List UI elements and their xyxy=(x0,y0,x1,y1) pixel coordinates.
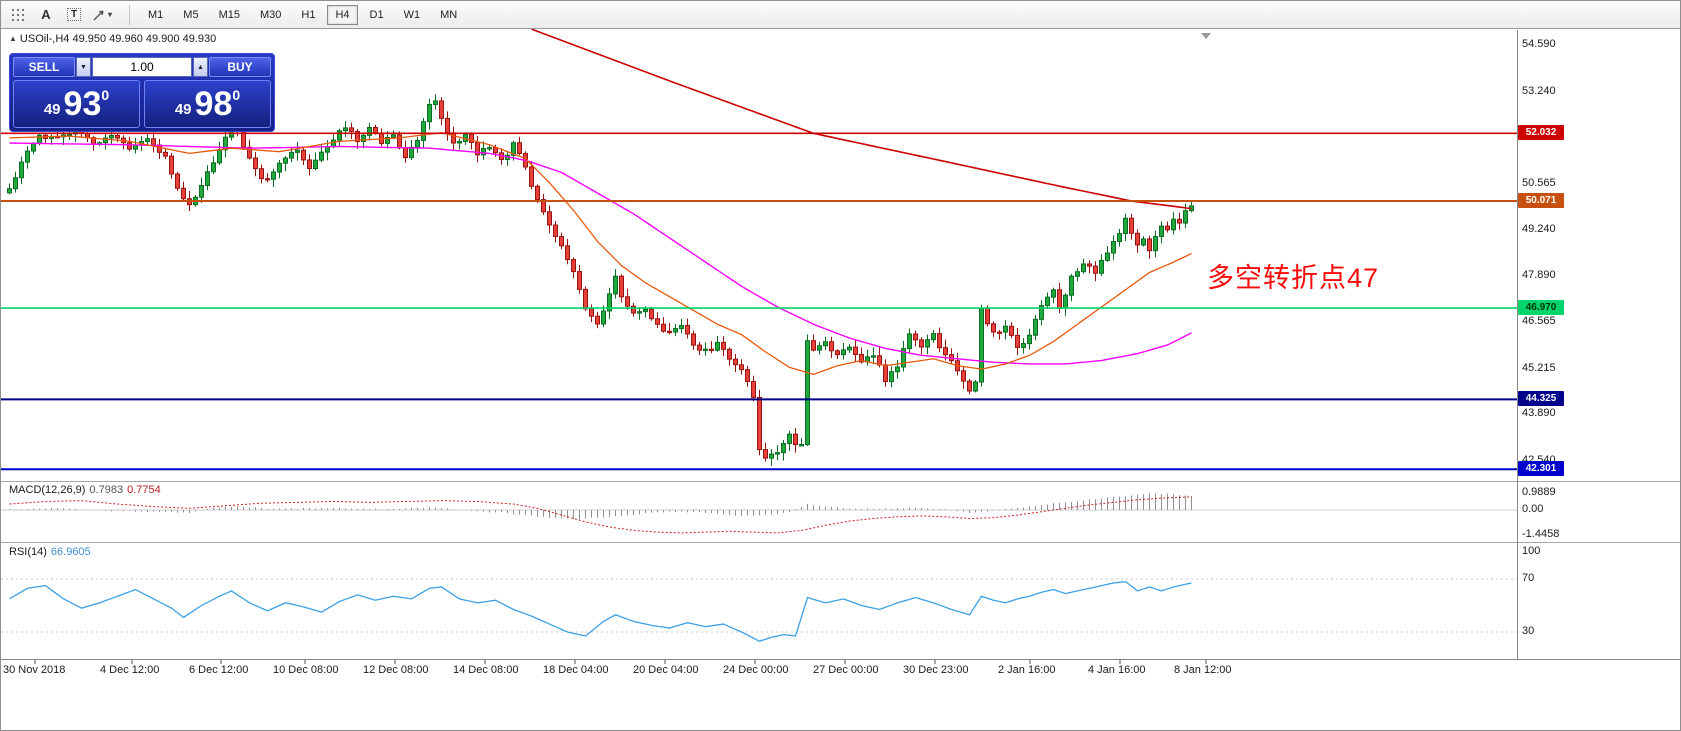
tf-button-m30[interactable]: M30 xyxy=(252,5,289,25)
tf-button-h1[interactable]: H1 xyxy=(293,5,323,25)
chevron-down-icon: ▾ xyxy=(107,10,112,19)
grid-dots-icon[interactable] xyxy=(7,5,29,25)
rsi-value: 66.9605 xyxy=(50,546,91,558)
macd-label: MACD(12,26,9) 0.7983 0.7754 xyxy=(9,484,161,496)
buy-price-sup: 0 xyxy=(232,87,241,103)
tf-button-d1[interactable]: D1 xyxy=(362,5,392,25)
trend-annotation-text: 多空转折点47 xyxy=(1207,263,1380,293)
macd-layer xyxy=(9,493,1192,534)
timeframe-group: M1 M5 M15 M30 H1 H4 D1 W1 MN xyxy=(140,4,469,25)
sell-price-sup: 0 xyxy=(101,87,110,103)
panel-separators xyxy=(1,30,1680,660)
buy-price-head: 49 xyxy=(174,100,192,118)
sell-price-display[interactable]: 49 93 0 xyxy=(13,80,140,128)
trade-panel-toggle-icon[interactable]: ▲ xyxy=(9,34,17,43)
toolbar-separator xyxy=(129,4,130,25)
chart-shift-icon[interactable] xyxy=(1201,33,1211,39)
trade-panel-price-row: 49 93 0 49 98 0 xyxy=(13,80,271,128)
macd-signal-line xyxy=(9,496,1192,534)
fast-ma-orange xyxy=(9,132,1192,376)
volume-increase-button[interactable]: ▲ xyxy=(193,57,208,77)
one-click-trade-panel: SELL ▼ ▲ BUY 49 93 0 49 98 0 xyxy=(9,53,275,132)
crosshair-glyph xyxy=(93,9,104,20)
tf-button-m1[interactable]: M1 xyxy=(140,5,171,25)
slow-ma-magenta xyxy=(9,142,1192,365)
long-ma-red xyxy=(531,28,1192,210)
volume-input[interactable] xyxy=(92,57,192,77)
buy-price-big: 98 xyxy=(194,85,233,123)
sell-button[interactable]: SELL xyxy=(13,57,75,77)
sell-price-big: 93 xyxy=(63,85,102,123)
chart-symbol-label: ▲ USOil-,H4 49.950 49.960 49.900 49.930 xyxy=(9,33,216,45)
rsi-line xyxy=(9,580,1192,642)
buy-price-display[interactable]: 49 98 0 xyxy=(144,80,271,128)
macd-signal-value: 0.7754 xyxy=(127,484,161,496)
tf-button-m5[interactable]: M5 xyxy=(175,5,206,25)
macd-main-value: 0.7983 xyxy=(89,484,124,496)
symbol-ohlc-text: USOil-,H4 49.950 49.960 49.900 49.930 xyxy=(19,33,217,45)
tf-button-mn[interactable]: MN xyxy=(432,5,465,25)
tf-button-m15[interactable]: M15 xyxy=(211,5,248,25)
sell-price-head: 49 xyxy=(43,100,61,118)
trade-panel-top-row: SELL ▼ ▲ BUY xyxy=(13,57,271,77)
candles-layer xyxy=(7,94,1194,466)
text-label-tool-icon[interactable]: A xyxy=(41,7,51,22)
volume-decrease-button[interactable]: ▼ xyxy=(76,57,91,77)
text-tool-glyph: T xyxy=(66,8,82,21)
crosshair-tool-icon[interactable]: ▾ xyxy=(91,5,113,25)
rsi-level-lines xyxy=(1,578,1517,633)
grid-dots-glyph xyxy=(12,8,24,21)
rsi-name: RSI(14) xyxy=(9,546,47,558)
tf-button-w1[interactable]: W1 xyxy=(396,5,429,25)
buy-button[interactable]: BUY xyxy=(209,57,271,77)
text-tool-icon[interactable]: T xyxy=(63,5,85,25)
top-toolbar: A T ▾ M1 M5 M15 M30 H1 H4 D1 W1 MN xyxy=(1,1,1680,29)
horizontal-lines-layer[interactable] xyxy=(1,132,1517,471)
tf-button-h4[interactable]: H4 xyxy=(327,4,358,25)
rsi-label: RSI(14) 66.9605 xyxy=(9,546,91,558)
time-axis-ticks xyxy=(34,660,1207,664)
macd-name: MACD(12,26,9) xyxy=(9,484,86,496)
